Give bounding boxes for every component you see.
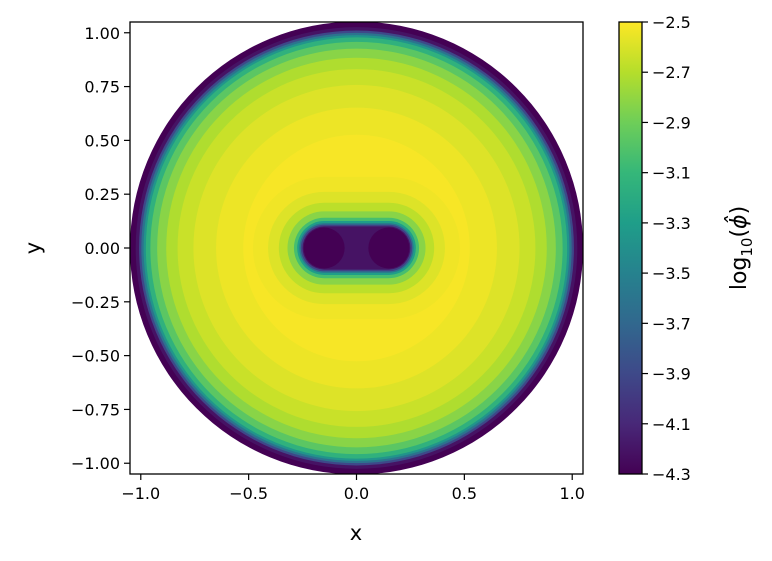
contour-fills bbox=[130, 22, 583, 474]
colorbar-tick-label: −3.7 bbox=[652, 314, 691, 333]
colorbar bbox=[619, 22, 642, 474]
colorbar-tick-label: −2.9 bbox=[652, 113, 691, 132]
y-tick-label: 0.50 bbox=[84, 131, 120, 150]
colorbar-tick-label: −4.3 bbox=[652, 465, 691, 484]
y-tick-label: −0.50 bbox=[71, 347, 120, 366]
x-tick-label: −0.5 bbox=[229, 484, 268, 503]
colorbar-tick-label: −4.1 bbox=[652, 415, 691, 434]
y-tick-label: 1.00 bbox=[84, 24, 120, 43]
plot-area bbox=[130, 22, 583, 474]
colorbar-tick-label: −3.1 bbox=[652, 164, 691, 183]
y-axis-title: y bbox=[21, 242, 45, 254]
colorbar-tick-label: −3.5 bbox=[652, 264, 691, 283]
y-tick-label: −0.25 bbox=[71, 293, 120, 312]
y-tick-label: −1.00 bbox=[71, 454, 120, 473]
colorbar-tick-label: −2.5 bbox=[652, 13, 691, 32]
y-tick-label: 0.00 bbox=[84, 239, 120, 258]
hole-region-1 bbox=[303, 227, 345, 269]
colorbar-label: log10(ϕ̂) bbox=[725, 206, 756, 290]
y-tick-label: −0.75 bbox=[71, 400, 120, 419]
colorbar-ticks: −2.5 −2.7 −2.9 −3.1 −3.3 −3.5 −3.7 −3.9 −4.1 −4.3 bbox=[642, 13, 691, 484]
hole-region-2 bbox=[368, 227, 410, 269]
colorbar-tick-label: −2.7 bbox=[652, 63, 691, 82]
y-axis-ticks: 1.00 0.75 0.50 0.25 0.00 −0.25 −0.50 −0.75 −1.00 bbox=[71, 24, 130, 473]
y-tick-label: 0.25 bbox=[84, 185, 120, 204]
colorbar-frame bbox=[618, 21, 643, 475]
x-tick-label: 0.0 bbox=[344, 484, 369, 503]
x-tick-label: 0.5 bbox=[452, 484, 477, 503]
y-tick-label: 0.75 bbox=[84, 78, 120, 97]
colorbar-tick-label: −3.9 bbox=[652, 365, 691, 384]
x-tick-label: −1.0 bbox=[121, 484, 160, 503]
colorbar-tick-label: −3.3 bbox=[652, 214, 691, 233]
x-axis-ticks: −1.0 −0.5 0.0 0.5 1.0 bbox=[121, 474, 585, 503]
x-axis-title: x bbox=[350, 521, 362, 545]
x-tick-label: 1.0 bbox=[559, 484, 584, 503]
